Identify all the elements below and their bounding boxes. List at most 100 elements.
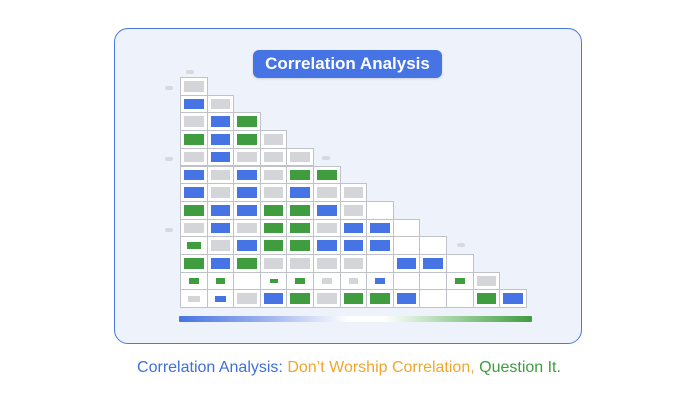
matrix-cell-fill — [237, 293, 257, 305]
matrix-cell-fill — [290, 222, 310, 234]
matrix-cell-fill — [210, 116, 231, 128]
matrix-cell — [419, 236, 447, 255]
matrix-cell-fill — [210, 98, 231, 110]
axis-tick — [322, 156, 330, 160]
matrix-cell-fill — [210, 151, 231, 163]
matrix-cell-fill — [290, 151, 310, 163]
matrix-cell-fill — [237, 151, 257, 163]
matrix-cell — [366, 200, 394, 220]
matrix-cell-fill — [184, 204, 204, 216]
matrix-cell-fill — [476, 293, 497, 305]
matrix-cell-fill — [263, 258, 284, 269]
caption-part-3: Question It. — [479, 359, 561, 376]
matrix-cell — [419, 271, 447, 291]
matrix-cell-fill — [317, 169, 337, 181]
matrix-cell-fill — [263, 187, 284, 198]
matrix-cell-fill — [184, 187, 204, 198]
matrix-cell — [366, 254, 394, 273]
matrix-cell-fill — [263, 151, 284, 163]
matrix-cell-fill — [184, 169, 204, 181]
matrix-cell-fill — [396, 293, 417, 305]
matrix-cell-fill — [370, 240, 390, 251]
matrix-cell-fill — [396, 258, 417, 269]
caption: Correlation Analysis: Don’t Worship Corr… — [0, 358, 698, 378]
matrix-cell-fill — [184, 134, 204, 145]
matrix-cell-fill — [321, 278, 332, 284]
matrix-cell-fill — [187, 295, 200, 302]
matrix-cell-fill — [215, 278, 226, 284]
matrix-cell-fill — [184, 81, 204, 92]
matrix-cell-fill — [214, 295, 227, 302]
matrix-cell-fill — [476, 275, 497, 287]
matrix-cell-fill — [210, 169, 231, 181]
axis-tick — [165, 228, 173, 232]
matrix-cell-fill — [375, 278, 385, 284]
axis-tick — [186, 70, 194, 74]
matrix-cell-fill — [454, 278, 465, 284]
matrix-cell-fill — [503, 293, 523, 305]
axis-tick — [165, 157, 173, 161]
matrix-cell — [419, 289, 447, 309]
matrix-cell-fill — [343, 204, 364, 216]
caption-part-2: Don’t Worship Correlation, — [287, 359, 475, 376]
matrix-cell-fill — [184, 258, 204, 269]
matrix-cell-fill — [290, 187, 310, 198]
matrix-cell-fill — [186, 241, 201, 250]
matrix-cell-fill — [237, 134, 257, 145]
matrix-cell-fill — [290, 169, 310, 181]
matrix-cell-fill — [263, 240, 284, 251]
matrix-cell-fill — [184, 222, 204, 234]
matrix-cell-fill — [210, 204, 231, 216]
matrix-cell — [392, 218, 421, 238]
matrix-cell-fill — [263, 134, 284, 145]
matrix-cell-fill — [184, 116, 204, 128]
matrix-cell — [392, 271, 421, 291]
matrix-cell-fill — [290, 240, 310, 251]
diagram-title: Correlation Analysis — [253, 50, 442, 78]
matrix-cell-fill — [317, 222, 337, 234]
matrix-cell — [446, 289, 474, 309]
matrix-cell-fill — [210, 222, 231, 234]
matrix-cell-fill — [290, 204, 310, 216]
matrix-cell-fill — [343, 258, 364, 269]
axis-tick — [165, 86, 173, 90]
matrix-cell-fill — [184, 151, 204, 163]
matrix-cell — [392, 236, 421, 255]
caption-part-1: Correlation Analysis: — [137, 359, 283, 376]
matrix-cell-fill — [317, 293, 337, 305]
matrix-cell-fill — [423, 258, 443, 269]
matrix-cell-fill — [188, 278, 199, 284]
matrix-cell-fill — [263, 293, 284, 305]
matrix-cell-fill — [370, 293, 390, 305]
matrix-cell-fill — [317, 204, 337, 216]
matrix-cell-fill — [343, 187, 364, 198]
matrix-cell-fill — [317, 240, 337, 251]
matrix-cell-fill — [290, 258, 310, 269]
matrix-cell-fill — [343, 240, 364, 251]
matrix-cell-fill — [317, 187, 337, 198]
matrix-cell — [233, 271, 261, 291]
matrix-cell-fill — [210, 187, 231, 198]
matrix-cell-fill — [295, 278, 306, 284]
color-scale-bar — [179, 316, 532, 322]
matrix-cell-fill — [343, 293, 364, 305]
matrix-cell-fill — [210, 240, 231, 251]
matrix-cell-fill — [210, 258, 231, 269]
matrix-cell-fill — [263, 204, 284, 216]
matrix-cell-fill — [237, 240, 257, 251]
matrix-cell-fill — [237, 222, 257, 234]
matrix-cell-fill — [348, 278, 359, 284]
matrix-cell-fill — [237, 169, 257, 181]
axis-tick — [457, 243, 465, 247]
matrix-cell-fill — [269, 278, 278, 284]
matrix-cell-fill — [237, 258, 257, 269]
matrix-cell-fill — [237, 204, 257, 216]
matrix-cell-fill — [263, 169, 284, 181]
matrix-cell-fill — [237, 116, 257, 128]
matrix-cell — [446, 254, 474, 273]
matrix-cell-fill — [370, 222, 390, 234]
matrix-cell-fill — [263, 222, 284, 234]
matrix-cell-fill — [184, 98, 204, 110]
matrix-cell-fill — [343, 222, 364, 234]
